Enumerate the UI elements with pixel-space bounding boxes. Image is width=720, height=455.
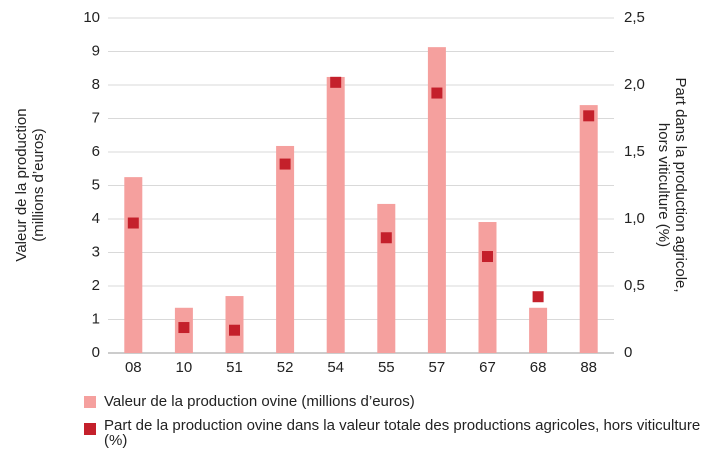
y2-axis-label: Part dans la production agricole,hors vi…: [655, 77, 689, 292]
y-tick-label: 7: [92, 109, 100, 126]
y2-axis-label-line: hors viticulture (%): [655, 123, 672, 247]
y2-tick-label: 2,5: [624, 9, 645, 26]
marker: [279, 158, 291, 170]
x-tick-label: 10: [176, 359, 193, 376]
legend-label: Part de la production ovine dans la vale…: [104, 418, 701, 449]
bar: [326, 76, 345, 354]
y-tick-label: 6: [92, 143, 100, 160]
y2-tick-label: 2,0: [624, 76, 645, 93]
bar: [124, 177, 143, 353]
y-tick-label: 2: [92, 277, 100, 294]
bar: [276, 145, 295, 353]
y-axis-label-line: Valeur de la production: [13, 108, 30, 261]
x-tick-label: 51: [226, 359, 243, 376]
y-tick-label: 8: [92, 76, 100, 93]
marker: [583, 110, 595, 122]
x-tick-label: 68: [530, 359, 547, 376]
marker: [532, 291, 544, 303]
legend-label: Valeur de la production ovine (millions …: [104, 394, 415, 410]
x-tick-label: 88: [580, 359, 597, 376]
y2-axis-label-line: Part dans la production agricole,: [672, 77, 689, 292]
y-tick-label: 5: [92, 176, 100, 193]
y-tick-label: 9: [92, 42, 100, 59]
y2-tick-label: 1,5: [624, 143, 645, 160]
y-axis-label: Valeur de la production(millions d’euros…: [13, 108, 47, 261]
marker: [178, 322, 190, 334]
bar: [579, 105, 598, 353]
y2-tick-label: 0,5: [624, 277, 645, 294]
x-tick-label: 54: [327, 359, 344, 376]
marker: [127, 217, 139, 229]
legend-item: Part de la production ovine dans la vale…: [104, 418, 701, 449]
bar: [225, 296, 244, 353]
marker: [330, 76, 342, 88]
y-tick-label: 1: [92, 310, 100, 327]
y-tick-label: 0: [92, 344, 100, 361]
marker: [482, 251, 493, 263]
y2-tick-label: 0: [624, 344, 632, 361]
bar: [377, 203, 396, 353]
legend-swatch: [84, 396, 96, 408]
legend-swatch: [84, 423, 96, 435]
y2-tick-label: 1,0: [624, 210, 645, 227]
y-tick-label: 4: [92, 210, 100, 227]
bar: [529, 307, 548, 353]
y-axis-label-line: (millions d’euros): [30, 128, 47, 241]
marker: [229, 324, 240, 336]
legend-item: Valeur de la production ovine (millions …: [104, 394, 415, 410]
marker: [431, 87, 443, 99]
x-tick-label: 55: [378, 359, 395, 376]
bar: [427, 47, 446, 354]
marker: [380, 232, 392, 244]
y-tick-label: 3: [92, 243, 100, 260]
x-tick-label: 52: [277, 359, 294, 376]
bar: [478, 222, 497, 353]
y-tick-label: 10: [83, 9, 100, 26]
x-tick-label: 57: [429, 359, 446, 376]
x-tick-label: 08: [125, 359, 142, 376]
x-tick-label: 67: [479, 359, 496, 376]
